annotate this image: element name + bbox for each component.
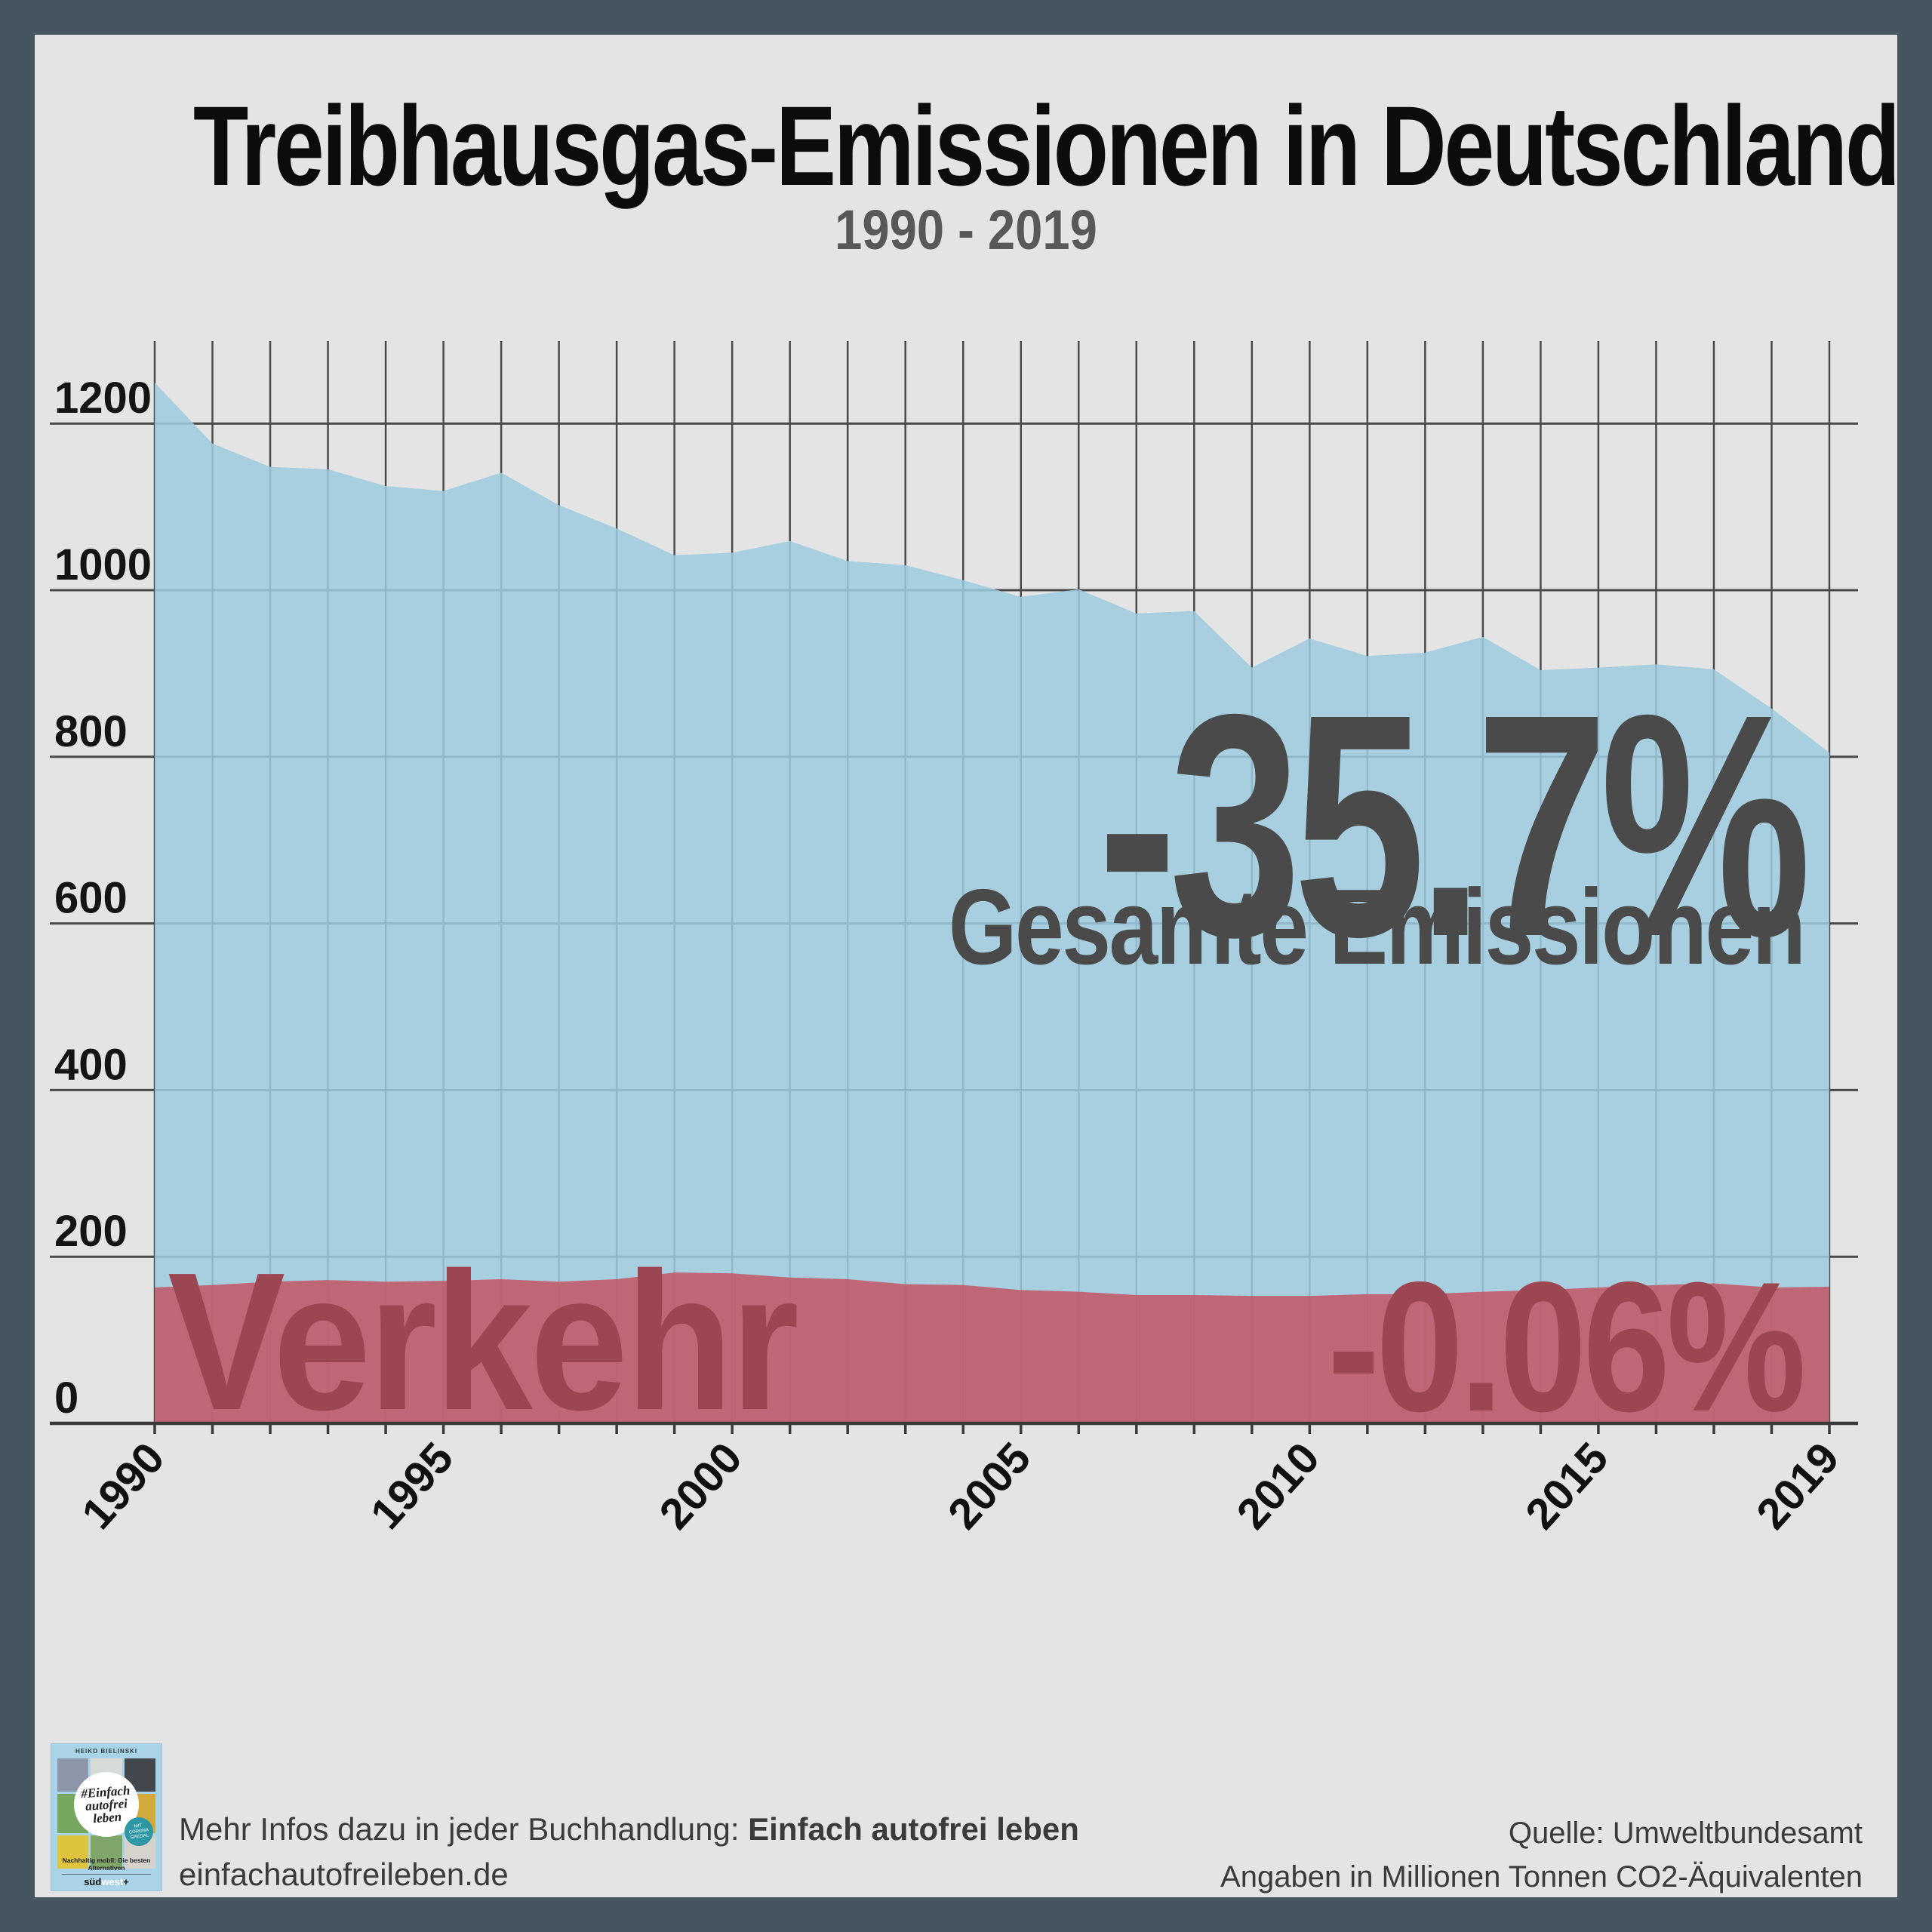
transport-series-label: Verkehr [168, 1232, 799, 1451]
transport-change-value: -0.06% [1327, 1243, 1806, 1450]
y-tick-label: 1200 [54, 374, 152, 423]
page-subtitle: 1990 - 2019 [835, 198, 1097, 261]
publisher-logo: südwest+ [51, 1876, 162, 1887]
y-axis-labels: 0 200 400 600 800 1000 1200 [54, 374, 152, 1423]
total-series-label: Gesamte Emissionen [948, 867, 1805, 987]
verkehr-area [155, 1272, 1829, 1423]
footer-book-name: Einfach autofrei leben [748, 1811, 1079, 1847]
book-cover: HEIKO BIELINSKI #Einfach autofrei leben … [51, 1743, 162, 1891]
source-line: Quelle: Umweltbundesamt [1508, 1817, 1863, 1850]
publisher-part1: süd [84, 1876, 102, 1887]
footer-info-prefix: Mehr Infos dazu in jeder Buchhandlung: [179, 1811, 749, 1847]
total-change-value: -35.7% [1097, 649, 1812, 1003]
book-author: HEIKO BIELINSKI [75, 1748, 138, 1755]
publisher-part2: west [101, 1876, 124, 1887]
book-title-line: leben [92, 1809, 122, 1826]
x-axis [50, 1421, 1858, 1434]
y-tick-label: 0 [54, 1374, 78, 1423]
total-emissions-area [155, 383, 1829, 1423]
footer-left-text: Mehr Infos dazu in jeder Buchhandlung: E… [179, 1807, 1079, 1897]
photo-placeholder [57, 1835, 89, 1869]
area-series [155, 383, 1829, 1423]
footer-right-text: Quelle: Umweltbundesamt Angaben in Milli… [1220, 1811, 1863, 1899]
x-tick-label: 2005 [939, 1433, 1041, 1538]
y-tick-label: 200 [54, 1207, 128, 1256]
x-tick-label: 1990 [72, 1433, 174, 1538]
y-tick-label: 800 [54, 707, 128, 756]
footer-left-line2: einfachautofreileben.de [179, 1857, 509, 1892]
y-tick-label: 600 [54, 874, 128, 923]
y-tick-label: 1000 [54, 540, 152, 589]
photo-placeholder [91, 1835, 122, 1869]
publisher-star: + [123, 1876, 129, 1887]
units-line: Angaben in Millionen Tonnen CO2-Äquivale… [1220, 1860, 1863, 1894]
y-tick-label: 400 [54, 1040, 128, 1089]
page-title: Treibhausgas-Emissionen in Deutschland [193, 82, 1900, 209]
x-tick-label: 2010 [1227, 1433, 1329, 1538]
book-caption: Nachhaltig mobil: Die besten Alternative… [62, 1857, 151, 1872]
book-caption-rule [61, 1874, 152, 1875]
footer-left-line1: Mehr Infos dazu in jeder Buchhandlung: E… [179, 1807, 1079, 1852]
